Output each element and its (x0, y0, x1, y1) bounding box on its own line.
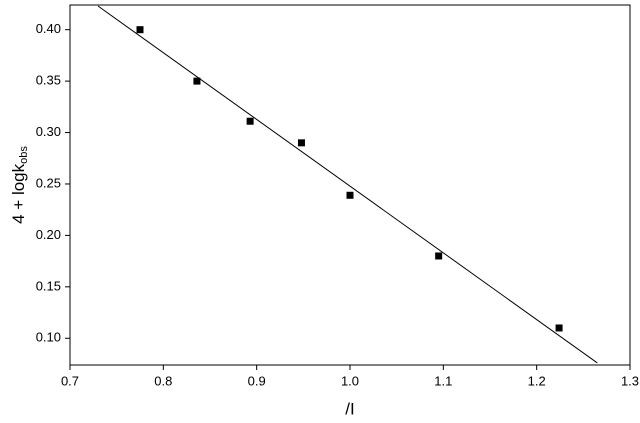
y-axis-label-main: 4 + logk (9, 163, 28, 224)
point (346, 191, 354, 199)
x-tick-label: 1.0 (341, 373, 359, 388)
x-tick-label: 1.3 (621, 373, 639, 388)
plot-frame (69, 4, 631, 366)
y-tick-label: 0.20 (36, 227, 61, 242)
x-axis-label: /I (345, 399, 354, 418)
point (435, 252, 443, 260)
x-tick-label: 1.2 (528, 373, 546, 388)
point (246, 117, 254, 125)
point (555, 324, 563, 332)
y-tick-label: 0.10 (36, 330, 61, 345)
x-tick-label: 1.1 (434, 373, 452, 388)
point (193, 77, 201, 85)
point (136, 26, 144, 34)
x-tick-label: 0.7 (61, 373, 79, 388)
y-axis-label: 4 + logkobs (9, 146, 29, 224)
y-tick-label: 0.35 (36, 73, 61, 88)
x-tick-label: 0.8 (154, 373, 172, 388)
point (297, 139, 305, 147)
y-tick-label: 0.30 (36, 124, 61, 139)
y-tick-label: 0.25 (36, 175, 61, 190)
fit-line (97, 5, 598, 364)
y-tick-label: 0.40 (36, 21, 61, 36)
x-tick-label: 0.9 (248, 373, 266, 388)
y-tick-label: 0.15 (36, 278, 61, 293)
y-axis-label-sub: obs (18, 146, 30, 164)
